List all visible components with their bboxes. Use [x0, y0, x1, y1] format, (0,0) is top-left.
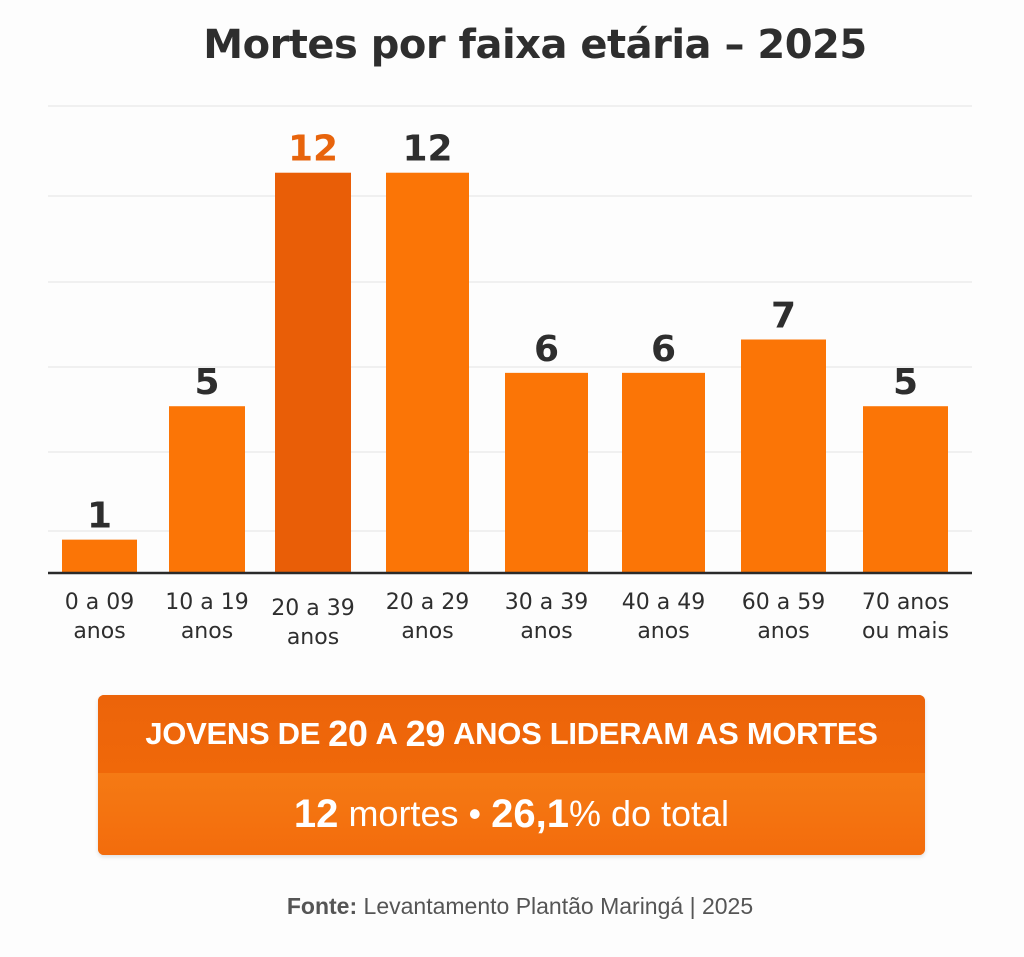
x-tick-label: anos	[401, 619, 453, 644]
data-label: 12	[402, 129, 452, 170]
x-tick-label: anos	[637, 619, 689, 644]
bar	[169, 406, 245, 573]
x-tick-label: anos	[287, 625, 339, 650]
data-label: 6	[651, 329, 676, 370]
source-text: Levantamento Plantão Maringá | 2025	[363, 893, 754, 919]
x-tick-label: 70 anos	[862, 590, 949, 615]
bar	[505, 372, 588, 573]
x-tick-label: ou mais	[862, 619, 949, 644]
headline-number: 20	[328, 713, 368, 754]
data-label: 12	[288, 129, 338, 170]
bar	[622, 372, 705, 573]
data-label: 7	[771, 296, 796, 337]
data-label: 6	[534, 329, 559, 370]
bar	[741, 339, 826, 573]
x-tick-label: anos	[181, 619, 233, 644]
percent-value: 26,1	[491, 791, 569, 836]
headline-text: ANOS LIDERAM AS MORTES	[453, 716, 878, 751]
x-tick-label: 40 a 49	[622, 590, 705, 615]
data-label: 5	[194, 362, 219, 403]
headline-number: 29	[405, 713, 446, 754]
headline-text: A	[375, 716, 398, 751]
x-tick-label: 60 a 59	[742, 590, 825, 615]
x-tick-label: 10 a 19	[165, 590, 248, 615]
death-count-label: mortes •	[348, 793, 482, 834]
bar	[62, 539, 137, 573]
source-note: Fonte: Levantamento Plantão Maringá | 20…	[0, 893, 1024, 920]
source-label: Fonte:	[286, 893, 358, 919]
bar-chart: 1 0 a 09 anos 5 10 a 19 anos 12 20 a 39 anos 12 20…	[48, 105, 972, 650]
headline-text: JOVENS DE	[145, 716, 321, 751]
data-label: 5	[893, 362, 918, 403]
highlight-banner: JOVENS DE 20 A 29 ANOS LIDERAM AS MORTES…	[98, 695, 925, 855]
bar	[386, 172, 469, 573]
x-tick-label: 0 a 09	[65, 590, 134, 615]
death-count: 12	[293, 791, 339, 836]
data-label: 1	[87, 496, 112, 537]
bar	[863, 406, 948, 573]
x-tick-label: anos	[757, 619, 809, 644]
chart-title: Mortes por faixa etária – 2025	[203, 22, 867, 68]
x-tick-label: anos	[73, 619, 125, 644]
x-tick-label: 20 a 29	[386, 590, 469, 615]
x-tick-label: 30 a 39	[505, 590, 588, 615]
banner-headline: JOVENS DE 20 A 29 ANOS LIDERAM AS MORTES	[98, 695, 925, 773]
x-tick-label: 20 a 39	[271, 596, 354, 621]
bar	[275, 172, 351, 573]
banner-stats: 12 mortes • 26,1% do total	[98, 773, 925, 855]
percent-label: % do total	[568, 793, 730, 834]
x-tick-label: anos	[520, 619, 572, 644]
